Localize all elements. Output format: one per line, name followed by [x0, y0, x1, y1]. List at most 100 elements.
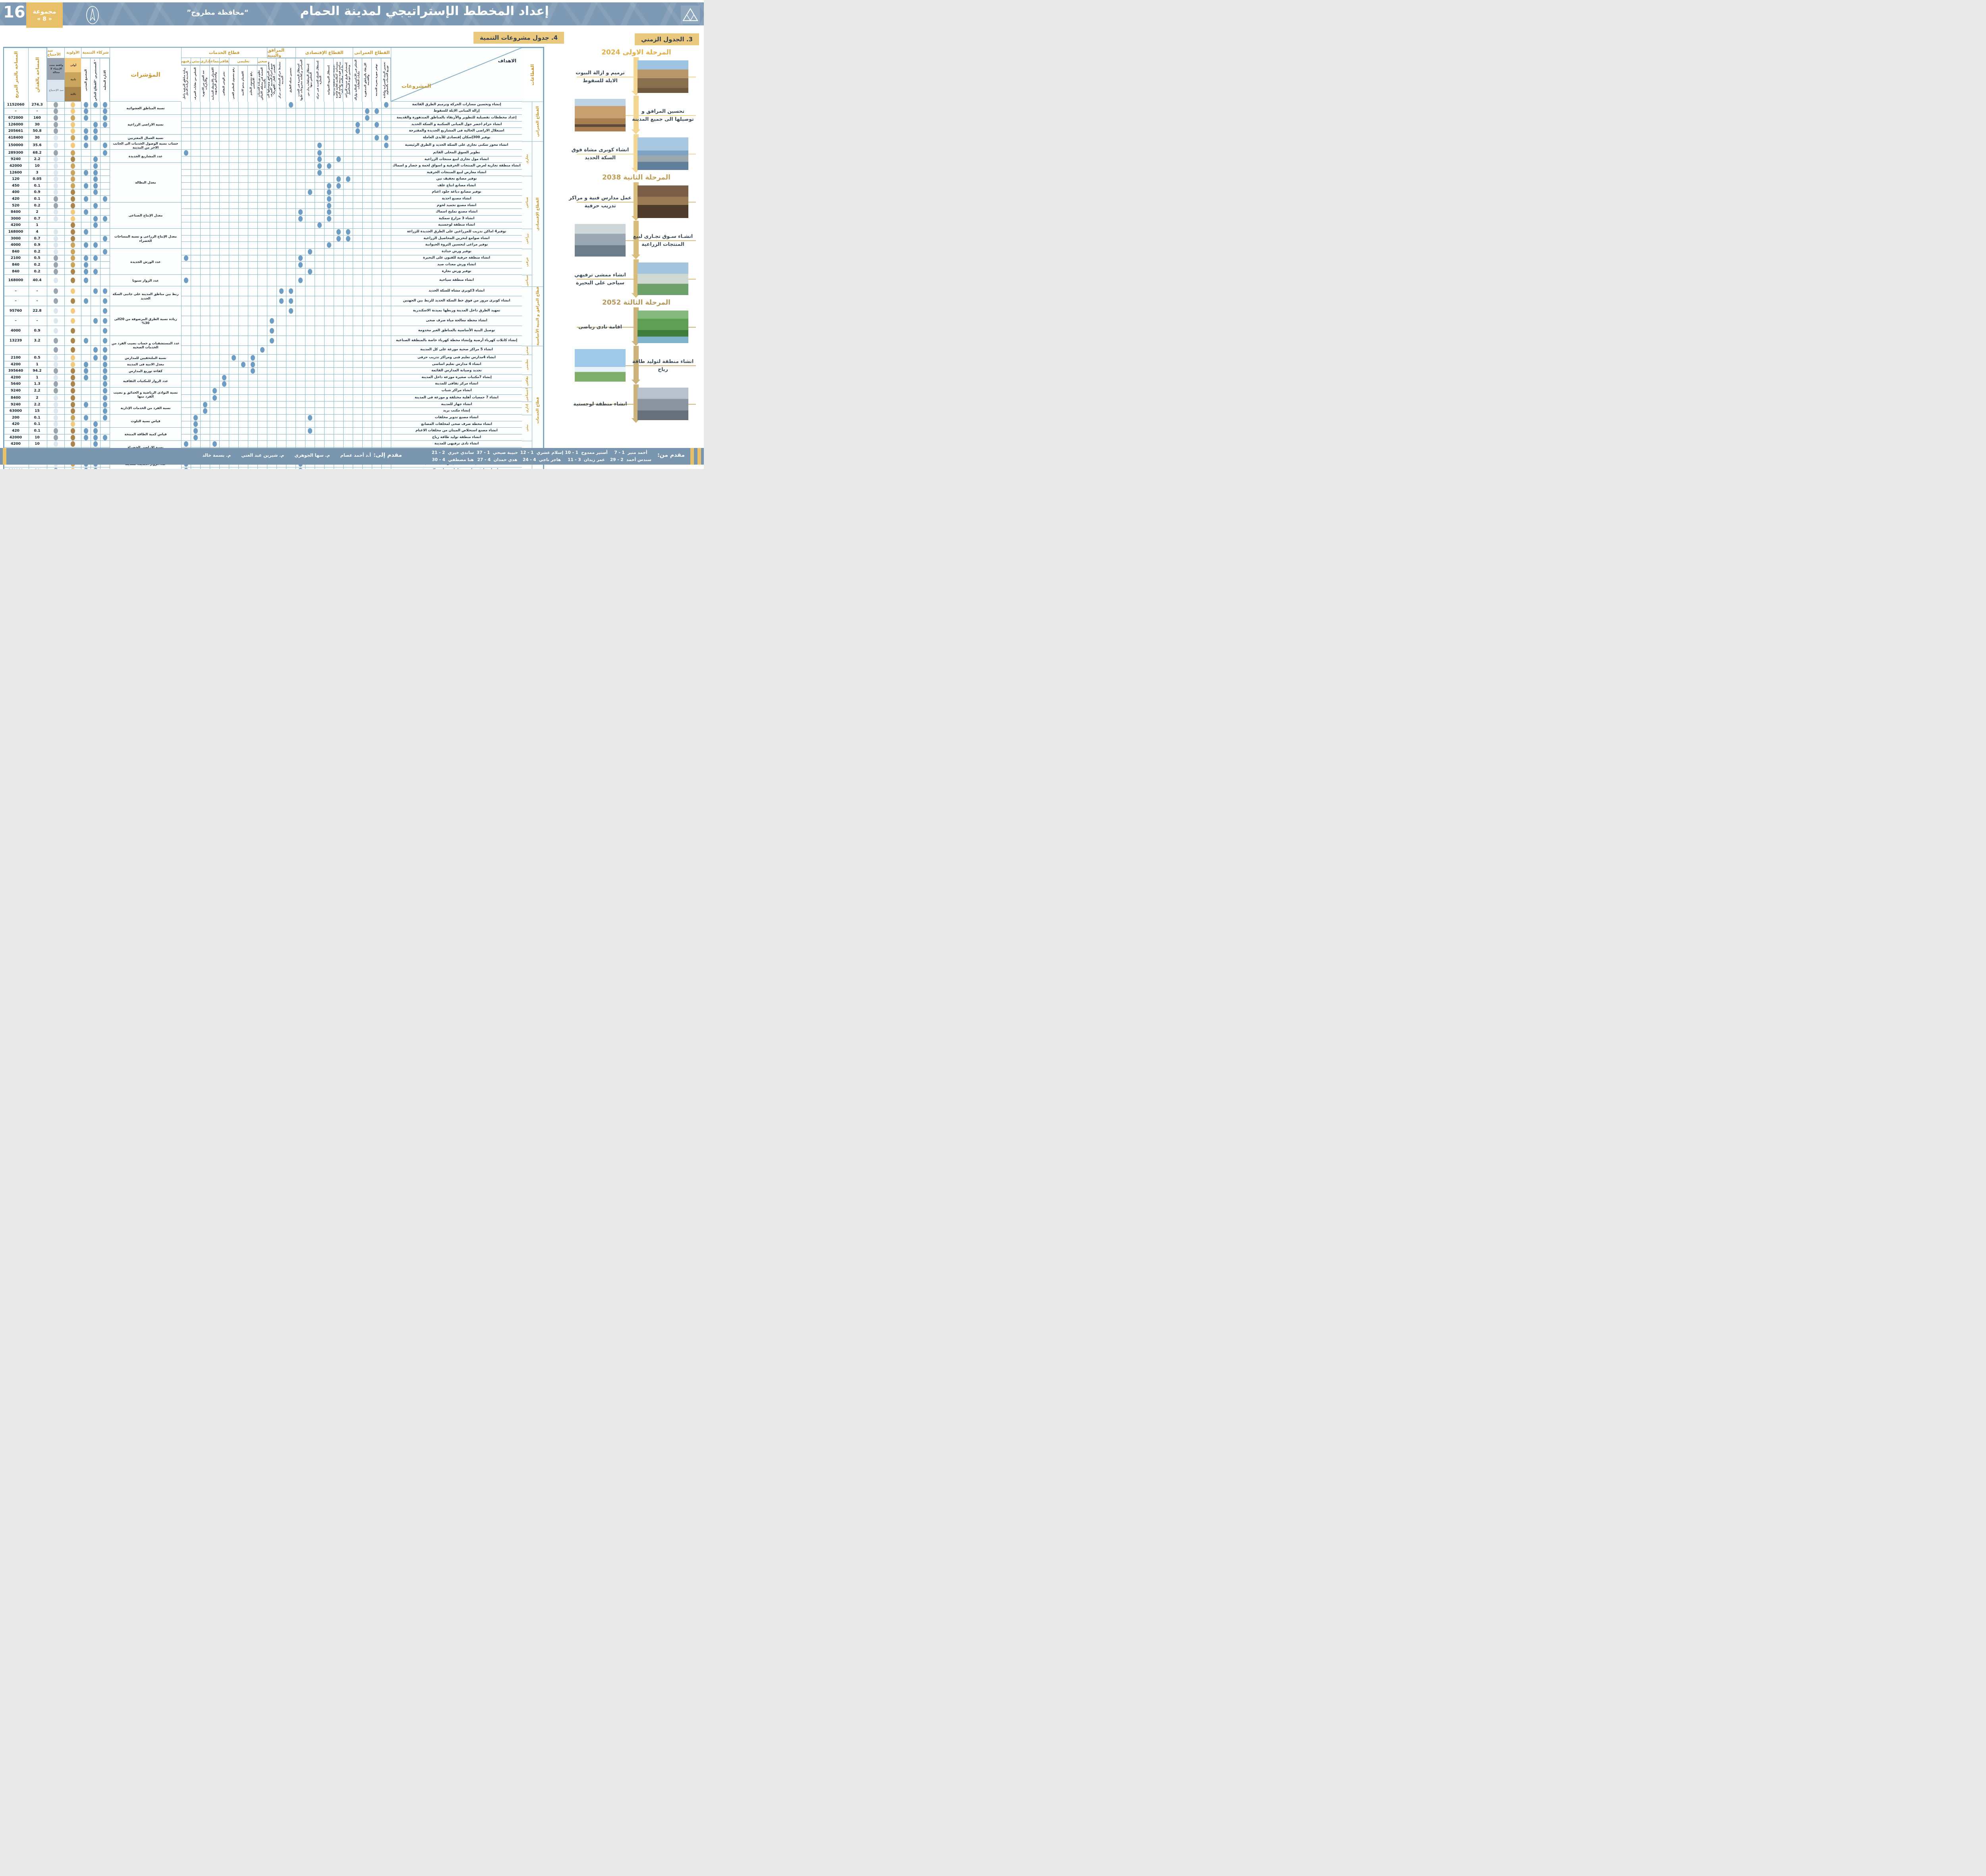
- cell-project-name: توصيل البنية الأساسية بالمناطق الغير مخد…: [391, 326, 522, 336]
- cell-area-sqm: 9240: [4, 156, 29, 163]
- need-dot: [54, 361, 58, 367]
- cell-goal: [324, 115, 334, 122]
- cell-goal: [362, 306, 372, 316]
- cell-goal: [219, 345, 229, 355]
- cell-priority: [64, 467, 81, 469]
- cell-goal: [276, 156, 286, 163]
- col-header-priority: الأولوية أولى ثانية ثالثة: [64, 48, 81, 102]
- cell-goal: [381, 306, 391, 316]
- cell-partner: [91, 156, 100, 163]
- goal-dot: [384, 102, 388, 108]
- cell-goal: [219, 128, 229, 135]
- cell-partner: [100, 121, 110, 128]
- cell-area-feddan: 0.7: [29, 216, 47, 222]
- cell-goal: [191, 268, 200, 275]
- cell-goal: [257, 121, 267, 128]
- cell-partner: [100, 216, 110, 222]
- cell-goal: [372, 415, 381, 421]
- cell-goal: [219, 262, 229, 268]
- cell-goal: [257, 235, 267, 242]
- cell-goal: [219, 408, 229, 415]
- partner-dot: [84, 415, 88, 421]
- goal-dot: [336, 176, 341, 182]
- cell-goal: [362, 242, 372, 249]
- cell-goal: [305, 222, 315, 229]
- cell-goal: [267, 222, 276, 229]
- cell-goal: [191, 408, 200, 415]
- cell-goal: [305, 361, 315, 368]
- cell-goal: [296, 108, 305, 115]
- cell-goal: [315, 326, 324, 336]
- cell-priority: [64, 326, 81, 336]
- cell-goal: [276, 345, 286, 355]
- timeline-arrow: [632, 346, 640, 384]
- goal-dot: [270, 318, 274, 324]
- cell-goal: [238, 183, 248, 189]
- credit-name: سندس أحمد 29 - 2: [610, 457, 651, 462]
- need-dot: [54, 235, 58, 241]
- cell-goal: [181, 255, 191, 262]
- cell-goal: [200, 434, 210, 441]
- cell-need: [47, 229, 64, 235]
- cell-goal: [238, 115, 248, 122]
- cell-goal: [219, 355, 229, 361]
- cell-need: [47, 275, 64, 287]
- cell-goal: [276, 408, 286, 415]
- cell-goal: [334, 156, 343, 163]
- cell-goal: [191, 141, 200, 150]
- cell-goal: [296, 316, 305, 326]
- cell-goal: [257, 169, 267, 176]
- cell-project-name: إنشاء وتحسين مسارات الحركة وترميم الطرق …: [391, 102, 522, 108]
- cell-goal: [324, 401, 334, 408]
- cell-goal: [381, 235, 391, 242]
- cell-goal: [334, 374, 343, 381]
- cell-goal: [315, 262, 324, 268]
- cell-goal: [181, 183, 191, 189]
- cell-goal: [229, 388, 238, 395]
- cell-goal: [229, 355, 238, 361]
- cell-goal: [286, 222, 296, 229]
- cell-goal: [381, 345, 391, 355]
- cell-goal: [257, 394, 267, 401]
- cell-goal: [200, 296, 210, 307]
- cell-need: [47, 209, 64, 216]
- cell-goal: [381, 268, 391, 275]
- cell-goal: [229, 268, 238, 275]
- cell-goal: [191, 189, 200, 196]
- cell-area-feddan: 2: [29, 209, 47, 216]
- cell-goal: [305, 355, 315, 361]
- cell-goal: [343, 216, 353, 222]
- cell-goal: [276, 388, 286, 395]
- cell-goal: [381, 368, 391, 374]
- goal-dot: [251, 361, 255, 367]
- cell-goal: [276, 421, 286, 428]
- cell-goal: [276, 268, 286, 275]
- cell-goal: [381, 121, 391, 128]
- cell-goal: [248, 441, 257, 448]
- cell-goal: [324, 196, 334, 203]
- cell-partner: [100, 189, 110, 196]
- cell-goal: [181, 176, 191, 183]
- photo-derelict-house: [638, 60, 688, 93]
- cell-goal: [305, 216, 315, 222]
- cell-partner: [81, 316, 91, 326]
- cell-goal: [219, 434, 229, 441]
- goal-dot: [308, 428, 312, 434]
- cell-goal: [362, 202, 372, 209]
- cell-goal: [296, 286, 305, 297]
- cell-goal: [219, 401, 229, 408]
- cell-area-feddan: 0.2: [29, 262, 47, 268]
- cell-goal: [372, 183, 381, 189]
- cell-goal: [191, 128, 200, 135]
- cell-goal: [210, 196, 219, 203]
- cell-goal: [191, 336, 200, 346]
- cell-goal: [286, 150, 296, 156]
- cell-goal: [248, 108, 257, 115]
- credit-name: ساندي خيري 21 - 2: [431, 450, 474, 455]
- cell-goal: [238, 355, 248, 361]
- cell-goal: [324, 374, 334, 381]
- cell-goal: [191, 467, 200, 469]
- cell-goal: [334, 189, 343, 196]
- goal-dot: [251, 368, 255, 374]
- cell-goal: [257, 326, 267, 336]
